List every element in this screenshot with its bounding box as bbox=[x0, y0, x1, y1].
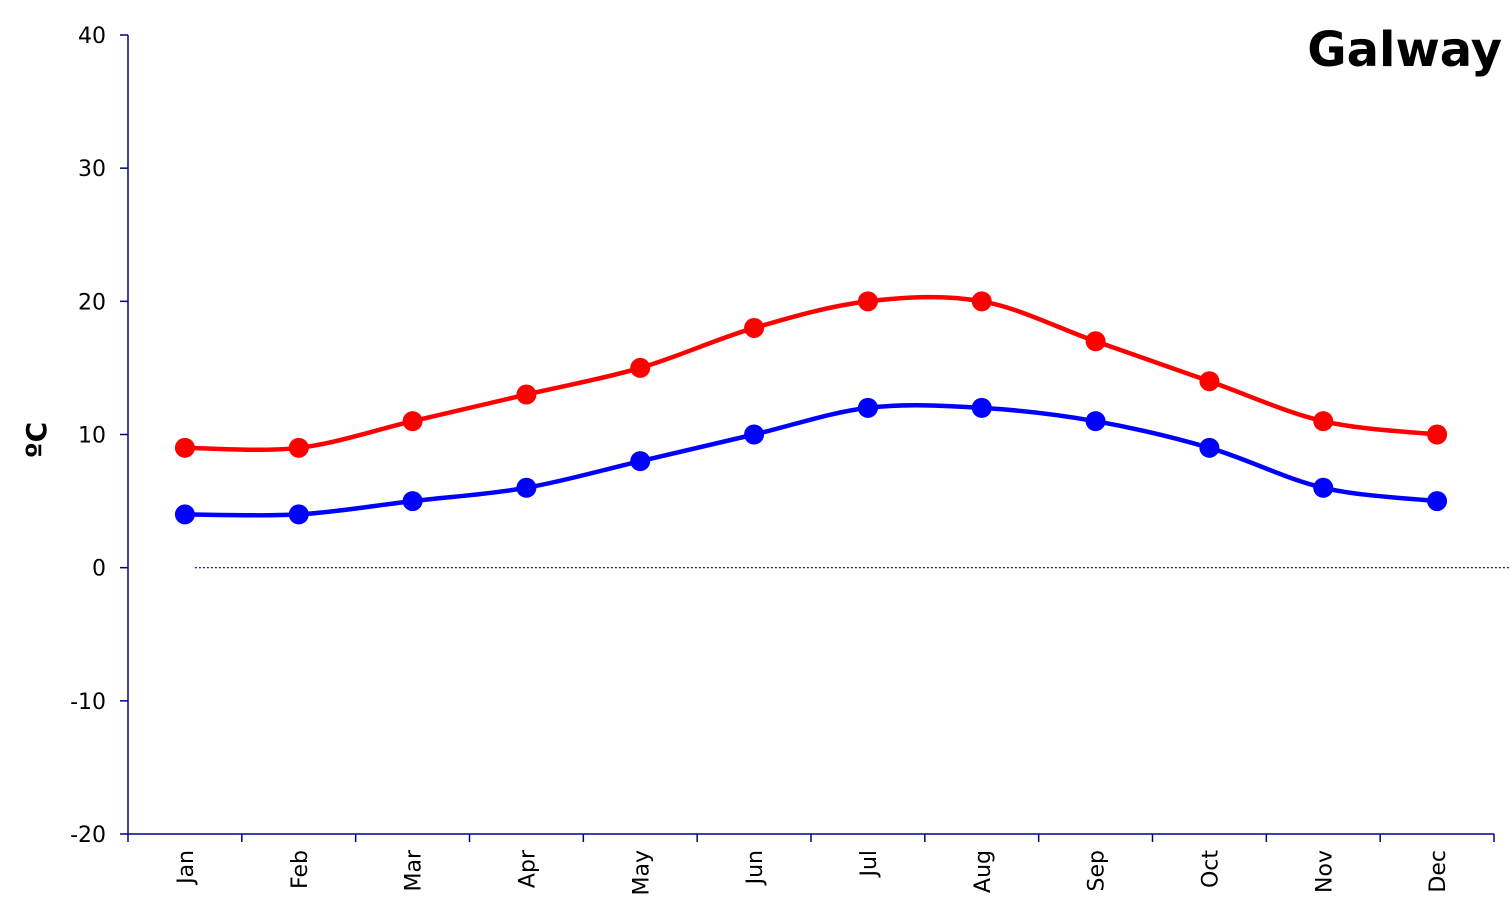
x-tick-label: Jun bbox=[743, 850, 768, 886]
data-point bbox=[174, 504, 195, 525]
data-point bbox=[288, 437, 309, 458]
y-tick-label: -10 bbox=[70, 690, 106, 715]
x-tick-label: Apr bbox=[515, 849, 540, 888]
y-axis-label: ºC bbox=[20, 422, 53, 458]
data-point bbox=[402, 491, 423, 512]
x-tick-label: Dec bbox=[1426, 850, 1451, 893]
series-0 bbox=[174, 291, 1448, 458]
series-line bbox=[184, 403, 1438, 518]
data-point bbox=[402, 411, 423, 432]
x-tick-label: Feb bbox=[288, 850, 313, 889]
data-point bbox=[1085, 411, 1106, 432]
series-line bbox=[184, 294, 1438, 453]
series-1 bbox=[174, 397, 1448, 525]
x-tick-label: Nov bbox=[1312, 850, 1337, 893]
data-point bbox=[1313, 411, 1334, 432]
data-point bbox=[1313, 477, 1334, 498]
data-point bbox=[744, 317, 765, 338]
data-point bbox=[1085, 331, 1106, 352]
x-tick-label: Oct bbox=[1198, 850, 1223, 888]
x-tick-label: Sep bbox=[1085, 850, 1110, 891]
data-point bbox=[516, 477, 537, 498]
chart-title: Galway bbox=[1307, 22, 1502, 78]
y-tick-label: 0 bbox=[92, 557, 106, 582]
data-point bbox=[630, 451, 651, 472]
y-tick-label: 10 bbox=[78, 424, 106, 449]
x-tick-label: Jan bbox=[174, 850, 199, 886]
data-point bbox=[971, 397, 992, 418]
data-point bbox=[857, 397, 878, 418]
series-group bbox=[174, 291, 1448, 525]
data-point bbox=[1199, 437, 1220, 458]
data-point bbox=[516, 384, 537, 405]
data-point bbox=[1427, 491, 1448, 512]
x-tick-label: Aug bbox=[971, 850, 996, 893]
x-tick-label: Jul bbox=[857, 850, 882, 879]
data-point bbox=[630, 357, 651, 378]
y-tick-label: 30 bbox=[78, 157, 106, 182]
axes bbox=[127, 35, 1510, 835]
data-point bbox=[174, 437, 195, 458]
x-tick-label: Mar bbox=[402, 849, 427, 891]
y-tick-label: 20 bbox=[78, 290, 106, 315]
y-tick-label: -20 bbox=[70, 823, 106, 848]
data-point bbox=[1199, 371, 1220, 392]
data-point bbox=[1427, 424, 1448, 445]
y-tick-label: 40 bbox=[78, 24, 106, 49]
data-point bbox=[288, 504, 309, 525]
data-point bbox=[744, 424, 765, 445]
x-ticks: Jan Feb Mar Apr May Jun Jul Aug Sep Oct Nov Dec bbox=[127, 834, 1495, 895]
x-tick-label: May bbox=[629, 850, 654, 895]
data-point bbox=[857, 291, 878, 312]
data-point bbox=[971, 291, 992, 312]
y-ticks: -20 -10 0 10 20 30 40 bbox=[70, 24, 128, 848]
